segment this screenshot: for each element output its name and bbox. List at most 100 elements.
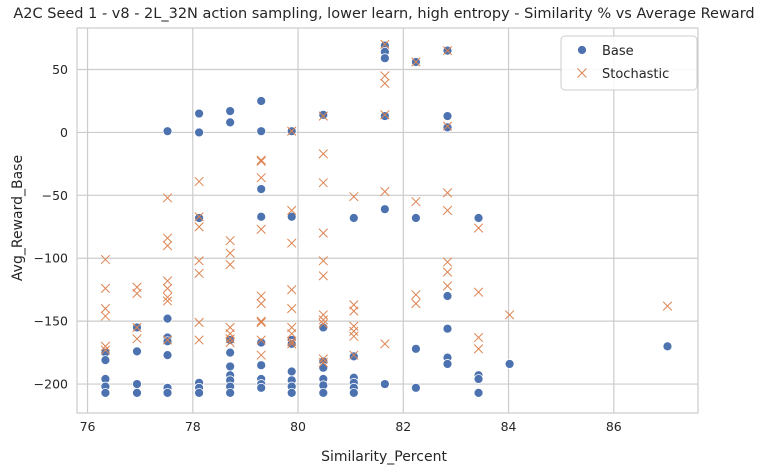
base-point	[286, 366, 297, 377]
stochastic-point	[380, 186, 390, 197]
base-point	[318, 387, 329, 398]
legend: Base Stochastic	[560, 35, 698, 91]
stochastic-point	[662, 301, 673, 311]
stochastic-point	[256, 350, 266, 360]
stochastic-point	[194, 256, 204, 266]
stochastic-point	[380, 71, 390, 81]
stochastic-point	[256, 224, 266, 234]
stochastic-point	[162, 283, 173, 294]
base-point	[318, 322, 329, 333]
legend-stochastic-marker	[577, 68, 587, 78]
stochastic-point	[194, 268, 204, 278]
x-tick-label: 82	[395, 419, 411, 434]
base-point	[225, 387, 236, 398]
data-points	[100, 39, 673, 398]
stochastic-point	[162, 193, 173, 203]
stochastic-point	[287, 205, 297, 216]
stochastic-point	[442, 257, 453, 267]
stochastic-point	[411, 57, 421, 67]
stochastic-point	[349, 331, 359, 341]
stochastic-point	[256, 335, 266, 345]
stochastic-point	[349, 191, 359, 202]
base-point	[194, 127, 204, 138]
stochastic-point	[504, 310, 515, 320]
plot-frame	[76, 27, 699, 414]
base-point	[473, 213, 484, 223]
stochastic-point	[225, 259, 235, 270]
stochastic-point	[256, 316, 266, 326]
stochastic-point	[225, 337, 235, 348]
stochastic-point	[473, 287, 484, 297]
y-tick-label: 50	[52, 62, 68, 77]
x-tick-label: 84	[501, 419, 517, 434]
base-point	[442, 122, 453, 133]
base-point	[318, 109, 329, 120]
stochastic-point	[132, 334, 142, 344]
stochastic-point	[349, 350, 359, 360]
base-point	[442, 323, 453, 334]
stochastic-point	[194, 212, 204, 222]
y-tick-label: −150	[34, 314, 68, 329]
stochastic-point	[411, 196, 421, 207]
base-point	[162, 126, 173, 137]
base-point	[662, 341, 673, 352]
stochastic-point	[194, 335, 204, 345]
base-point	[379, 53, 390, 64]
stochastic-point	[318, 149, 328, 159]
chart-title: A2C Seed 1 - v8 - 2L_32N action sampling…	[13, 6, 754, 22]
legend-box	[560, 35, 698, 91]
base-point	[473, 387, 484, 398]
stochastic-point	[162, 276, 173, 286]
base-point	[379, 379, 390, 389]
x-tick-label: 76	[80, 419, 96, 434]
x-tick-label: 80	[290, 419, 306, 434]
stochastic-point	[380, 339, 390, 349]
stochastic-point	[349, 306, 359, 316]
base-point	[132, 346, 142, 357]
base-point	[162, 387, 173, 398]
base-point	[256, 96, 267, 106]
stochastic-point	[473, 332, 484, 343]
plot-area	[77, 28, 698, 413]
stochastic-point	[442, 45, 453, 56]
stochastic-point	[318, 178, 328, 188]
base-point	[442, 359, 453, 369]
base-point	[318, 362, 329, 373]
stochastic-point	[380, 110, 390, 120]
stochastic-point	[100, 311, 111, 321]
stochastic-point	[442, 188, 453, 198]
stochastic-point	[287, 238, 297, 248]
stochastic-point	[256, 173, 266, 183]
legend-base-label: Base	[602, 44, 634, 59]
stochastic-point	[473, 344, 484, 354]
stochastic-point	[318, 315, 328, 325]
stochastic-point	[225, 334, 235, 344]
stochastic-point	[442, 281, 453, 291]
base-point	[379, 111, 390, 121]
plot-border	[76, 27, 699, 414]
stochastic-point	[132, 322, 142, 333]
base-point	[348, 351, 359, 362]
base-point	[379, 204, 390, 215]
stochastic-point	[442, 121, 453, 131]
stochastic-point	[318, 228, 328, 238]
base-point	[225, 106, 236, 116]
stochastic-point	[100, 303, 111, 314]
legend-base-marker	[577, 45, 587, 55]
stochastic-point	[225, 248, 235, 258]
stochastic-point	[318, 319, 328, 329]
y-tick-label: −100	[34, 251, 68, 266]
stochastic-point	[318, 111, 328, 121]
stochastic-point	[380, 39, 390, 50]
stochastic-point	[256, 156, 266, 167]
stochastic-point	[287, 329, 297, 339]
stochastic-point	[100, 254, 111, 265]
stochastic-point	[380, 78, 390, 89]
stochastic-point	[194, 176, 204, 187]
stochastic-point	[100, 341, 111, 351]
stochastic-point	[287, 336, 297, 346]
base-point	[256, 184, 267, 194]
base-point	[162, 336, 173, 347]
base-point	[286, 387, 297, 398]
